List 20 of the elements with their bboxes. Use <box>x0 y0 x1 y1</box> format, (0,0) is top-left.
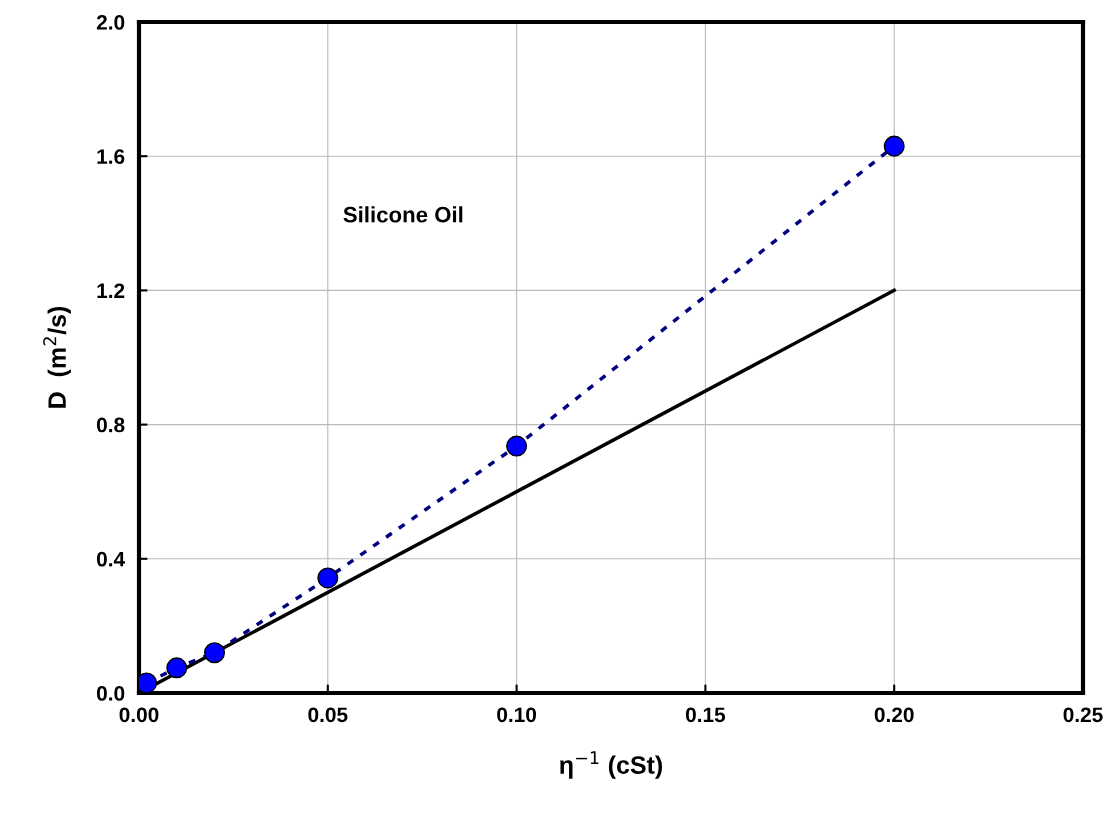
point <box>204 642 226 664</box>
y-tick-label: 1.6 <box>97 149 125 164</box>
point <box>506 435 528 457</box>
x-axis-title: η$^{−1}$ (cSt) <box>560 751 662 779</box>
y-tick-label: 0.8 <box>96 417 125 433</box>
y-tick-label: 2.0 <box>96 15 125 30</box>
x-tick-label: 0.25 <box>1063 707 1103 723</box>
x-tick-label: 0.20 <box>874 707 914 723</box>
x-tick-label: 0.10 <box>497 707 537 723</box>
point <box>317 567 339 589</box>
x-tick-label: 0.00 <box>119 707 159 723</box>
y-tick-label: 1.2 <box>97 283 125 298</box>
point <box>883 135 905 157</box>
x-tick-label: 0.15 <box>685 707 726 723</box>
x-tick-label: 0.05 <box>308 707 348 723</box>
y-tick-label: 0.0 <box>96 686 125 701</box>
y-tick-label: 0.4 <box>96 551 125 567</box>
y-axis-title: D (m$^{2}$/s) <box>43 306 71 408</box>
annotation: Silicone Oil <box>343 206 463 223</box>
point <box>166 657 188 679</box>
